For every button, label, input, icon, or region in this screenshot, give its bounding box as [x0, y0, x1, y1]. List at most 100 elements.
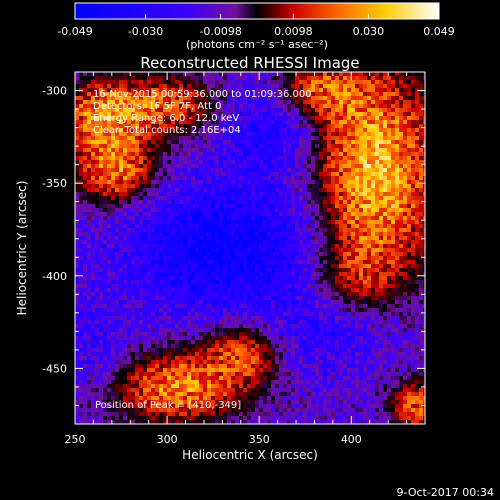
- heatmap-cell: [127, 160, 132, 165]
- heatmap-cell: [143, 268, 148, 273]
- heatmap-cell: [247, 176, 252, 181]
- heatmap-cell: [303, 124, 308, 129]
- heatmap-cell: [163, 144, 168, 149]
- heatmap-cell: [411, 228, 416, 233]
- heatmap-cell: [227, 80, 232, 85]
- heatmap-cell: [151, 228, 156, 233]
- heatmap-cell: [367, 276, 372, 281]
- heatmap-cell: [411, 152, 416, 157]
- heatmap-cell: [355, 144, 360, 149]
- heatmap-cell: [263, 116, 268, 121]
- heatmap-cell: [203, 268, 208, 273]
- heatmap-cell: [207, 92, 212, 97]
- heatmap-cell: [99, 84, 104, 89]
- heatmap-cell: [183, 140, 188, 145]
- heatmap-cell: [187, 140, 192, 145]
- heatmap-cell: [391, 144, 396, 149]
- heatmap-cell: [147, 256, 152, 261]
- heatmap-cell: [159, 260, 164, 265]
- heatmap-cell: [271, 120, 276, 125]
- heatmap-cell: [363, 232, 368, 237]
- heatmap-cell: [263, 128, 268, 133]
- heatmap-cell: [75, 72, 80, 77]
- heatmap-cell: [247, 148, 252, 153]
- heatmap-cell: [155, 280, 160, 285]
- heatmap-cell: [355, 228, 360, 233]
- heatmap-cell: [75, 176, 80, 181]
- heatmap-cell: [319, 88, 324, 93]
- heatmap-cell: [167, 72, 172, 77]
- heatmap-cell: [367, 136, 372, 141]
- heatmap-cell: [203, 124, 208, 129]
- heatmap-cell: [307, 280, 312, 285]
- heatmap-cell: [399, 104, 404, 109]
- heatmap-cell: [151, 152, 156, 157]
- heatmap-cell: [251, 80, 256, 85]
- heatmap-cell: [83, 192, 88, 197]
- heatmap-cell: [131, 268, 136, 273]
- heatmap-cell: [131, 204, 136, 209]
- heatmap-cell: [399, 288, 404, 293]
- heatmap-cell: [379, 180, 384, 185]
- heatmap-cell: [119, 108, 124, 113]
- heatmap-cell: [319, 124, 324, 129]
- heatmap-cell: [111, 108, 116, 113]
- heatmap-cell: [299, 216, 304, 221]
- heatmap-cell: [363, 220, 368, 225]
- heatmap-cell: [363, 260, 368, 265]
- heatmap-cell: [415, 164, 420, 169]
- heatmap-cell: [311, 76, 316, 81]
- heatmap-cell: [375, 276, 380, 281]
- heatmap-cell: [403, 104, 408, 109]
- heatmap-cell: [115, 292, 120, 297]
- heatmap-cell: [251, 96, 256, 101]
- heatmap-cell: [403, 156, 408, 161]
- heatmap-cell: [211, 80, 216, 85]
- heatmap-cell: [87, 96, 92, 101]
- heatmap-cell: [155, 232, 160, 237]
- heatmap-cell: [83, 284, 88, 289]
- heatmap-cell: [375, 80, 380, 85]
- heatmap-cell: [79, 136, 84, 141]
- heatmap-cell: [271, 132, 276, 137]
- heatmap-cell: [91, 88, 96, 93]
- heatmap-cell: [111, 220, 116, 225]
- heatmap-cell: [395, 284, 400, 289]
- heatmap-cell: [227, 92, 232, 97]
- heatmap-cell: [339, 168, 344, 173]
- heatmap-cell: [99, 184, 104, 189]
- heatmap-cell: [235, 128, 240, 133]
- heatmap-cell: [251, 160, 256, 165]
- heatmap-cell: [363, 216, 368, 221]
- heatmap-cell: [127, 296, 132, 301]
- heatmap-cell: [411, 208, 416, 213]
- heatmap-cell: [367, 268, 372, 273]
- heatmap-cell: [99, 208, 104, 213]
- heatmap-cell: [79, 180, 84, 185]
- heatmap-cell: [291, 72, 296, 77]
- heatmap-cell: [251, 116, 256, 121]
- heatmap-cell: [151, 200, 156, 205]
- heatmap-cell: [99, 244, 104, 249]
- heatmap-cell: [347, 200, 352, 205]
- heatmap-cell: [179, 220, 184, 225]
- heatmap-cell: [423, 128, 425, 133]
- heatmap-cell: [191, 128, 196, 133]
- heatmap-cell: [231, 108, 236, 113]
- heatmap-cell: [323, 140, 328, 145]
- heatmap-cell: [131, 92, 136, 97]
- heatmap-cell: [283, 292, 288, 297]
- heatmap-cell: [79, 192, 84, 197]
- heatmap-cell: [355, 104, 360, 109]
- heatmap-cell: [299, 112, 304, 117]
- heatmap-cell: [207, 148, 212, 153]
- heatmap-cell: [179, 236, 184, 241]
- heatmap-cell: [291, 268, 296, 273]
- heatmap-cell: [115, 284, 120, 289]
- heatmap-cell: [423, 288, 425, 293]
- heatmap-cell: [271, 224, 276, 229]
- heatmap-cell: [355, 284, 360, 289]
- heatmap-cell: [127, 244, 132, 249]
- heatmap-cell: [219, 120, 224, 125]
- heatmap-cell: [199, 284, 204, 289]
